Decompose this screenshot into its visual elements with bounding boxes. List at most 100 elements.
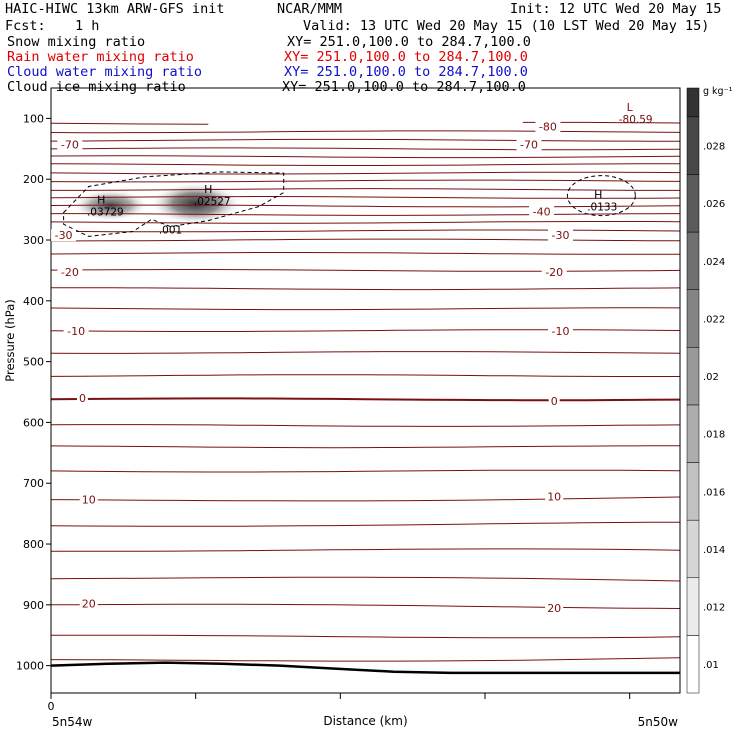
isotherm-label-bg bbox=[76, 392, 88, 405]
isotherm-line bbox=[50, 121, 681, 125]
isotherm-label: -10 bbox=[67, 325, 85, 338]
fcst-label: Fcst: bbox=[5, 18, 46, 34]
isotherm-line bbox=[50, 229, 681, 233]
isotherm-line bbox=[50, 521, 680, 527]
isotherm-label: 0 bbox=[551, 395, 558, 408]
isotherm-line bbox=[51, 188, 680, 191]
y-tick-label: 200 bbox=[23, 173, 44, 186]
isotherm-line bbox=[50, 171, 681, 175]
isotherm-line bbox=[50, 269, 681, 272]
isotherm-label: -10 bbox=[552, 325, 570, 338]
isotherm-label: 20 bbox=[82, 598, 96, 611]
isotherm-label: -20 bbox=[545, 266, 563, 279]
field-snow-xy: XY= 251.0,100.0 to 284.7,100.0 bbox=[287, 34, 531, 50]
isotherm-line bbox=[50, 329, 681, 332]
isotherm-label-bg bbox=[547, 325, 573, 338]
y-tick-label: 500 bbox=[23, 356, 44, 369]
colorbar-swatch bbox=[686, 289, 700, 348]
field-cloudice-xy: XY= 251.0,100.0 to 284.7,100.0 bbox=[282, 79, 526, 95]
isotherm-line bbox=[50, 163, 680, 166]
isotherm-label-bg bbox=[63, 325, 89, 338]
isotherm-label: 10 bbox=[82, 494, 96, 507]
isotherm-line bbox=[50, 603, 681, 609]
colorbar-swatch bbox=[686, 116, 700, 175]
y-tick-label: 400 bbox=[23, 295, 44, 308]
isotherm-label-bg bbox=[547, 229, 573, 242]
isotherm-line bbox=[50, 307, 681, 311]
colorbar-swatch bbox=[686, 519, 700, 579]
plot-frame bbox=[50, 87, 681, 694]
isotherm-line bbox=[50, 138, 680, 142]
isotherm-label-bg bbox=[545, 490, 564, 503]
isotherm-label: -70 bbox=[61, 139, 79, 152]
extremum-marker: H bbox=[204, 183, 212, 196]
isotherm-label-bg bbox=[516, 138, 542, 151]
extremum-value: .03729 bbox=[87, 207, 124, 219]
field-cloudice-name: Cloud ice mixing ratio bbox=[7, 79, 186, 95]
isotherm-line bbox=[50, 155, 681, 159]
isotherm-label: 10 bbox=[547, 491, 561, 504]
colorbar-tick-label: .012 bbox=[703, 603, 725, 614]
y-tick-label: 900 bbox=[23, 599, 44, 612]
isotherm-line bbox=[50, 204, 681, 208]
isotherm-label-bg bbox=[79, 597, 98, 610]
isotherm-label-bg bbox=[529, 205, 555, 218]
init-time: Init: 12 UTC Wed 20 May 15 bbox=[510, 1, 722, 17]
isotherm-line bbox=[50, 252, 681, 255]
isotherm-line bbox=[50, 397, 681, 402]
isotherm-line bbox=[50, 576, 681, 582]
terrain-line bbox=[50, 661, 680, 675]
colorbar-swatch bbox=[686, 347, 700, 406]
extremum-marker: H bbox=[594, 189, 602, 202]
colorbar-tick-label: .02 bbox=[703, 372, 719, 383]
isotherm-line bbox=[51, 548, 681, 552]
isotherm-label-bg bbox=[541, 266, 567, 279]
y-tick-label: 600 bbox=[23, 416, 44, 429]
extremum-value: .02527 bbox=[194, 196, 231, 208]
isotherm-line bbox=[50, 424, 681, 427]
isotherm-line bbox=[50, 351, 681, 354]
isotherm-label-bg bbox=[57, 138, 83, 151]
isotherm-label: -70 bbox=[520, 139, 538, 152]
x-start-label: 5n54w bbox=[52, 715, 93, 729]
y-tick-label: 100 bbox=[23, 112, 44, 125]
isotherm-line bbox=[50, 469, 681, 473]
model-title: HAIC-HIWC 13km ARW-GFS init bbox=[5, 1, 225, 17]
isotherm-label-bg bbox=[545, 601, 564, 614]
extremum-marker: L bbox=[627, 101, 634, 114]
isotherm-label: -40 bbox=[533, 205, 551, 218]
isotherm-label: -80 bbox=[539, 120, 557, 133]
isotherm-line bbox=[50, 374, 680, 377]
cloud-contour-east bbox=[566, 175, 636, 217]
isotherm-label: 0 bbox=[79, 392, 86, 405]
isotherm-line bbox=[51, 238, 681, 242]
cloud-contour-west bbox=[63, 171, 285, 237]
colorbar-swatch bbox=[686, 635, 700, 694]
isotherm-line bbox=[50, 179, 681, 183]
isotherm-line bbox=[50, 445, 680, 449]
isotherm-line bbox=[50, 147, 681, 151]
y-axis-title: Pressure (hPa) bbox=[3, 299, 17, 382]
x-axis-title: Distance (km) bbox=[323, 714, 407, 728]
isotherm-line bbox=[50, 195, 681, 199]
field-rain-xy: XY= 251.0,100.0 to 284.7,100.0 bbox=[284, 49, 528, 65]
y-tick-label: 700 bbox=[23, 477, 44, 490]
colorbar-tick-label: .028 bbox=[703, 142, 725, 153]
isotherm-label-bg bbox=[535, 120, 561, 133]
colorbar-swatch bbox=[686, 462, 700, 521]
extremum-marker: H bbox=[97, 194, 105, 207]
extremum-value: -80.59 bbox=[619, 114, 653, 126]
colorbar-tick-label: .01 bbox=[703, 660, 719, 671]
colorbar-swatch bbox=[686, 231, 700, 290]
colorbar-swatch bbox=[686, 87, 700, 118]
field-snow-name: Snow mixing ratio bbox=[7, 34, 146, 50]
isotherm-label: -30 bbox=[55, 229, 73, 242]
valid-time: Valid: 13 UTC Wed 20 May 15 (10 LST Wed … bbox=[303, 18, 710, 34]
y-tick-label: 800 bbox=[23, 538, 44, 551]
colorbar-tick-label: .016 bbox=[703, 487, 725, 498]
cloud-contour-label: .001 bbox=[159, 225, 182, 237]
isotherm-line bbox=[51, 634, 681, 639]
colorbar-tick-label: .014 bbox=[703, 545, 725, 556]
field-cloudwater-xy: XY= 251.0,100.0 to 284.7,100.0 bbox=[284, 64, 528, 80]
